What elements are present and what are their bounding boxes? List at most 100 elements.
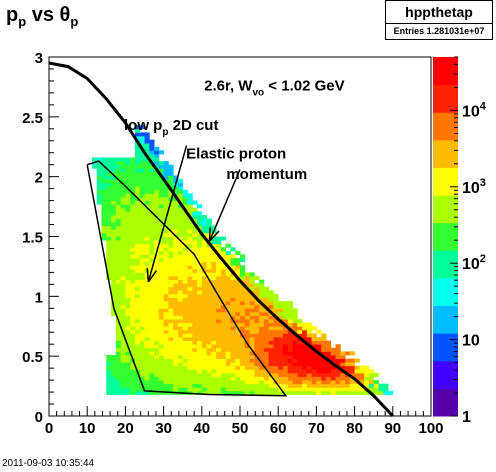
heatmap-cell [158,193,164,198]
heatmap-cell [249,322,255,327]
heatmap-cell [263,372,270,377]
heatmap-cell [168,240,174,245]
heatmap-cell [206,222,212,227]
heatmap-cell [134,261,141,266]
heatmap-cell [302,355,308,359]
heatmap-cell [192,211,198,216]
heatmap-cell [240,293,246,298]
heatmap-cell [235,319,241,324]
heatmap-cell [120,276,126,280]
heatmap-cell [101,179,107,184]
heatmap-cell [240,268,246,273]
heatmap-cell [173,329,179,334]
heatmap-cell [278,326,284,331]
heatmap-cell [115,179,121,184]
heatmap-cell [158,164,164,169]
heatmap-cell [130,197,136,201]
heatmap-cell [158,340,164,345]
heatmap-cell [163,197,169,201]
heatmap-cell [278,390,284,395]
heatmap-cell [244,365,250,370]
heatmap-cell [230,290,236,295]
heatmap-cell [111,380,117,385]
heatmap-cell [106,179,112,184]
heatmap-cell [120,211,126,216]
heatmap-cell [249,301,255,306]
heatmap-cell [134,164,141,169]
heatmap-cell [201,376,207,381]
heatmap-cell [192,333,198,338]
heatmap-cell [211,258,217,262]
heatmap-cell [125,322,131,327]
heatmap-cell [144,186,150,191]
heatmap-cell [173,243,179,248]
heatmap-cell [144,333,150,338]
heatmap-cell [173,189,179,194]
heatmap-cell [111,175,117,180]
heatmap-cell [283,376,289,381]
heatmap-cell [125,315,131,320]
heatmap-cell [101,189,107,194]
heatmap-cell [125,376,131,381]
heatmap-cell [163,372,169,377]
heatmap-cell [349,369,355,374]
heatmap-cell [216,383,222,388]
heatmap-cell [197,383,203,388]
colorbar-segment [433,195,458,224]
heatmap-cell [340,351,346,356]
heatmap-cell [111,247,117,252]
annotation-arrow [147,145,188,283]
heatmap-cell [130,319,136,324]
heatmap-cell [154,218,160,223]
heatmap-cell [154,150,160,155]
heatmap-cell [273,333,279,338]
heatmap-cell [177,308,184,313]
heatmap-cell [235,311,241,316]
heatmap-cell [173,286,179,291]
heatmap-cell [311,326,317,331]
heatmap-cell [125,369,131,374]
heatmap-cell [130,279,136,284]
heatmap-cell [197,319,203,324]
heatmap-cell [149,254,155,259]
heatmap-cell [220,326,227,331]
heatmap-cell [259,355,265,359]
heatmap-cell [263,355,270,359]
heatmap-cell [297,362,303,367]
heatmap-cell [111,286,117,291]
heatmap-cell [144,197,150,201]
heatmap-cell [163,358,169,363]
heatmap-cell [120,236,126,241]
heatmap-cell [220,304,227,309]
heatmap-cell [182,290,188,295]
heatmap-cell [273,376,279,381]
x-tick-label: 80 [346,420,363,437]
heatmap-cell [273,326,279,331]
heatmap-cell [111,383,117,388]
heatmap-cell [134,240,141,245]
heatmap-cell [225,380,231,385]
heatmap-cell [216,333,222,338]
heatmap-cell [335,376,341,381]
heatmap-cell [115,376,121,381]
heatmap-cell [268,304,274,309]
heatmap-cell [225,315,231,320]
heatmap-cell [206,229,212,234]
heatmap-cell [163,279,169,284]
heatmap-cell [177,276,184,280]
heatmap-cell [168,297,174,302]
heatmap-cell [158,372,164,377]
heatmap-cell [154,286,160,291]
heatmap-cell [216,261,222,266]
heatmap-cell [278,340,284,345]
heatmap-cell [139,179,145,184]
heatmap-cell [206,322,212,327]
heatmap-cell [321,390,327,395]
heatmap-cell [139,283,145,288]
heatmap-cell [125,308,131,313]
heatmap-cell [230,322,236,327]
heatmap-cell [211,272,217,277]
heatmap-cell [154,157,160,162]
heatmap-cell [249,286,255,291]
heatmap-cell [197,250,203,255]
